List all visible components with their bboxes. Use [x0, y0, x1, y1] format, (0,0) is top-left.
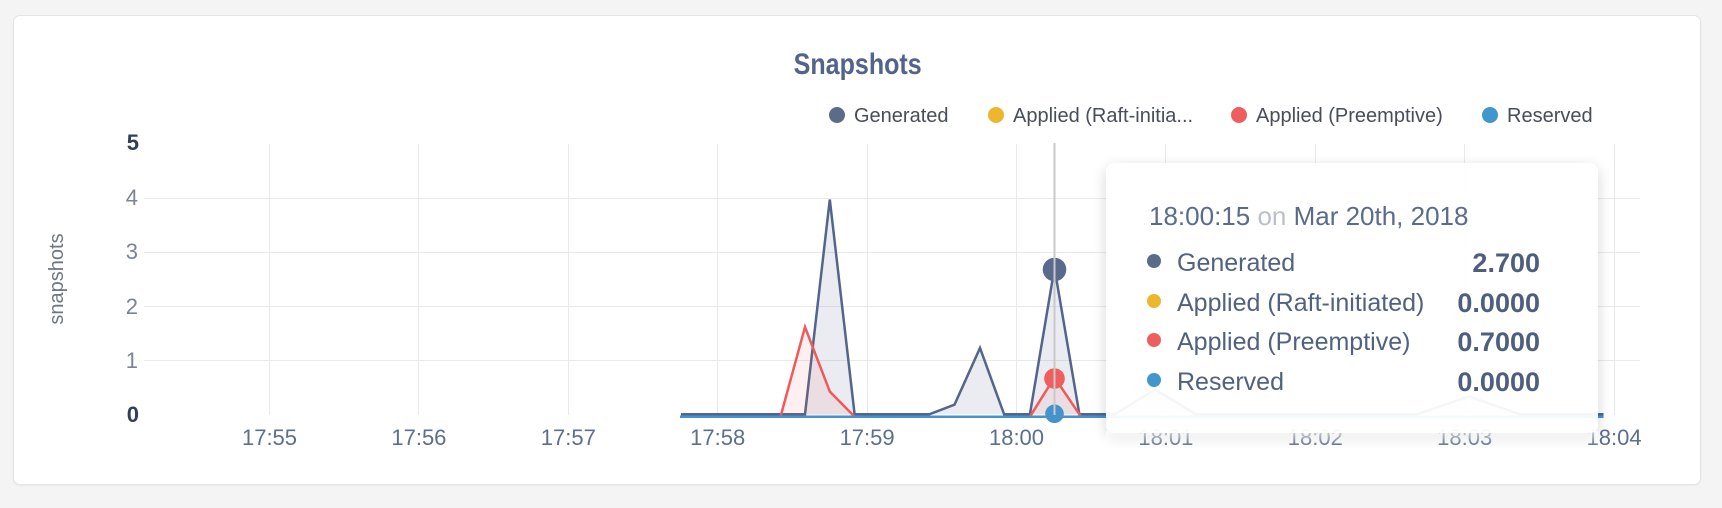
svg-text:3: 3	[126, 239, 138, 264]
svg-text:17:57: 17:57	[541, 425, 596, 450]
svg-text:17:59: 17:59	[840, 425, 895, 450]
svg-text:18:00: 18:00	[989, 425, 1044, 450]
svg-text:snapshots: snapshots	[46, 233, 68, 324]
svg-text:17:55: 17:55	[242, 425, 297, 450]
svg-text:2: 2	[126, 294, 138, 319]
svg-text:1: 1	[126, 348, 138, 373]
svg-text:5: 5	[127, 130, 139, 155]
svg-text:17:58: 17:58	[690, 425, 745, 450]
svg-text:17:56: 17:56	[391, 425, 446, 450]
svg-text:4: 4	[126, 185, 138, 210]
svg-text:0: 0	[127, 402, 139, 427]
